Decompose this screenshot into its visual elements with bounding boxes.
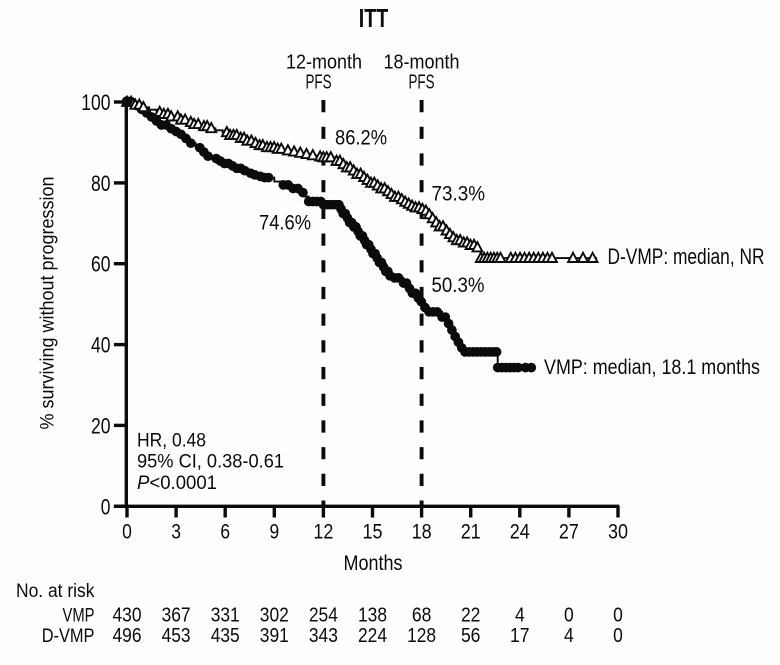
svg-text:3: 3 <box>171 520 181 544</box>
svg-text:496: 496 <box>113 625 142 647</box>
svg-text:PFS: PFS <box>306 71 332 94</box>
svg-text:D-VMP: median, NR: D-VMP: median, NR <box>608 244 765 269</box>
svg-text:% surviving without progressio: % surviving without progression <box>38 177 59 430</box>
svg-text:302: 302 <box>260 605 289 627</box>
svg-text:18-month: 18-month <box>384 51 460 74</box>
svg-text:PFS: PFS <box>409 71 435 94</box>
svg-text:4: 4 <box>564 625 574 647</box>
svg-text:95% CI, 0.38-0.61: 95% CI, 0.38-0.61 <box>137 452 284 473</box>
svg-text:138: 138 <box>358 605 387 627</box>
svg-text:No. at risk: No. at risk <box>16 581 95 602</box>
svg-text:56: 56 <box>461 625 481 647</box>
svg-text:0: 0 <box>613 625 623 647</box>
svg-text:331: 331 <box>211 605 240 627</box>
svg-text:VMP: VMP <box>63 605 95 627</box>
svg-text:18: 18 <box>412 520 432 544</box>
svg-text:40: 40 <box>91 333 111 358</box>
svg-text:430: 430 <box>113 605 142 627</box>
svg-text:VMP: median, 18.1 months: VMP: median, 18.1 months <box>544 355 760 379</box>
svg-text:4: 4 <box>515 605 525 627</box>
svg-text:74.6%: 74.6% <box>259 211 311 235</box>
svg-text:21: 21 <box>461 520 481 544</box>
svg-text:P<0.0001: P<0.0001 <box>137 473 217 494</box>
svg-text:343: 343 <box>309 625 338 647</box>
svg-text:6: 6 <box>220 520 230 544</box>
svg-text:17: 17 <box>510 625 530 647</box>
svg-text:50.3%: 50.3% <box>432 273 485 297</box>
svg-text:24: 24 <box>510 520 530 544</box>
svg-text:0: 0 <box>101 494 111 519</box>
svg-text:0: 0 <box>613 605 623 627</box>
svg-text:0: 0 <box>122 520 132 544</box>
svg-text:HR, 0.48: HR, 0.48 <box>137 431 206 452</box>
svg-text:73.3%: 73.3% <box>432 182 486 206</box>
svg-text:224: 224 <box>358 625 387 647</box>
svg-text:15: 15 <box>363 520 383 544</box>
svg-text:367: 367 <box>162 605 191 627</box>
svg-text:30: 30 <box>608 520 628 544</box>
svg-text:60: 60 <box>91 252 111 277</box>
svg-text:0: 0 <box>564 605 574 627</box>
svg-text:453: 453 <box>162 625 191 647</box>
svg-text:254: 254 <box>309 605 338 627</box>
svg-text:27: 27 <box>559 520 579 544</box>
svg-text:435: 435 <box>211 625 240 647</box>
svg-text:22: 22 <box>461 605 481 627</box>
svg-text:68: 68 <box>412 605 432 627</box>
svg-text:12-month: 12-month <box>286 51 362 74</box>
svg-text:128: 128 <box>407 625 436 647</box>
svg-text:9: 9 <box>269 520 279 544</box>
svg-text:ITT: ITT <box>359 5 389 33</box>
svg-text:86.2%: 86.2% <box>335 126 387 150</box>
svg-text:100: 100 <box>81 90 110 115</box>
svg-text:80: 80 <box>91 171 111 196</box>
svg-text:D-VMP: D-VMP <box>42 625 95 647</box>
svg-text:20: 20 <box>91 413 111 438</box>
svg-text:12: 12 <box>313 520 333 544</box>
svg-text:391: 391 <box>260 625 289 647</box>
svg-text:Months: Months <box>344 552 403 575</box>
